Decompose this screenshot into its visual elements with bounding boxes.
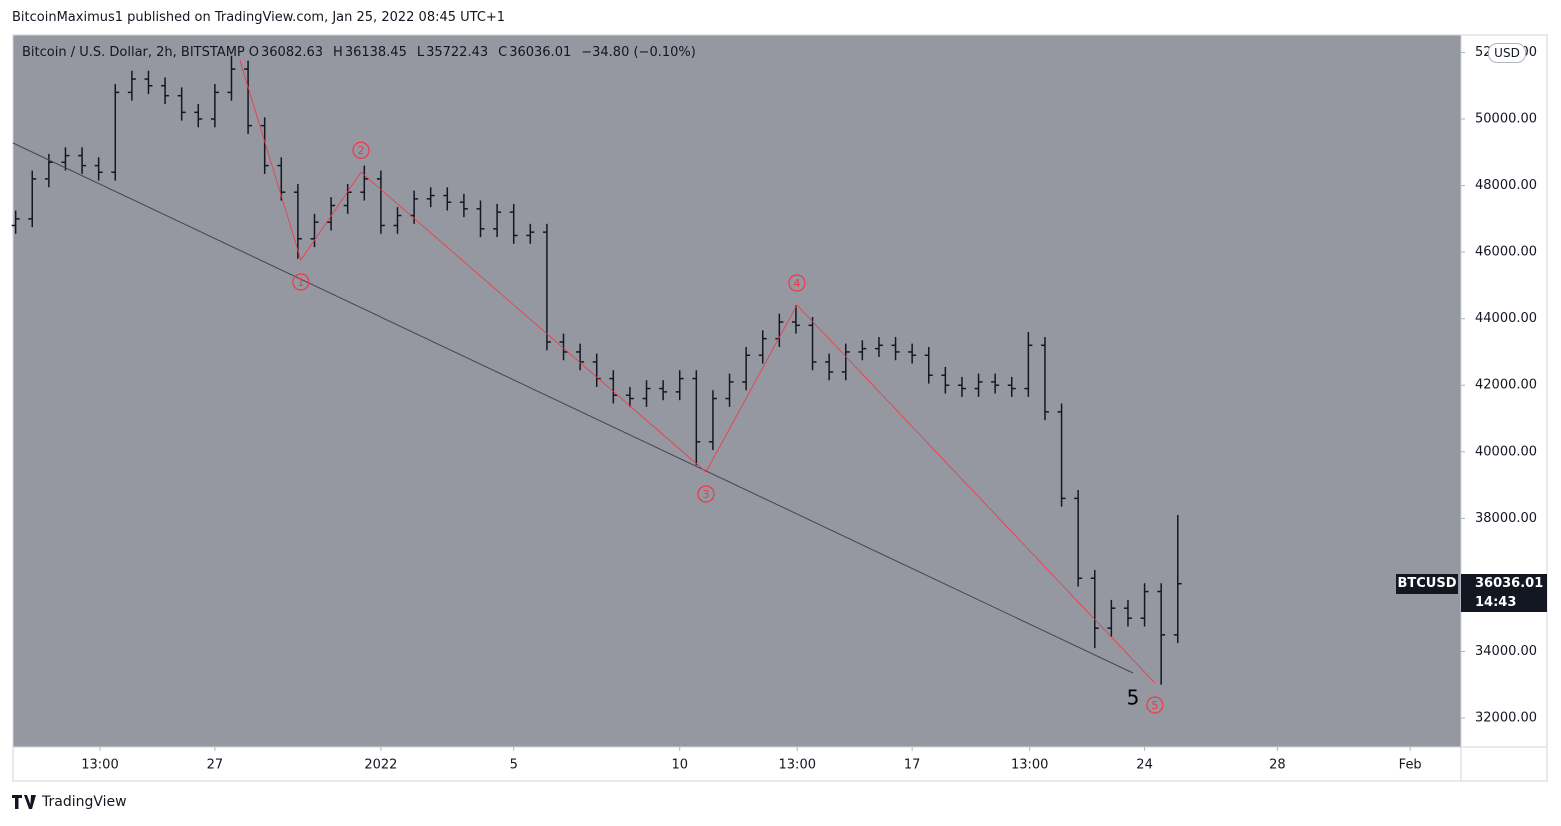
wave-marker — [788, 274, 806, 292]
last-price-tag: 36036.01 14:43 — [1461, 574, 1547, 612]
frame — [12, 34, 1548, 782]
wave-label: 5 — [1151, 699, 1158, 712]
y-tick-label: 38000.00 — [1475, 511, 1537, 526]
wave-path — [239, 59, 1156, 684]
x-tick-label: 13:00 — [81, 758, 118, 773]
currency-button[interactable]: USD — [1488, 43, 1526, 63]
x-tick-label: 2022 — [364, 758, 397, 773]
x-tick-label: 5 — [510, 758, 518, 773]
logo — [12, 795, 36, 809]
ohlc-value: 36036.01 — [509, 45, 572, 60]
bar-countdown: 14:43 — [1475, 595, 1517, 610]
trend-line — [12, 142, 1134, 674]
y-tick-label: 50000.00 — [1475, 111, 1537, 126]
wave-marker — [697, 485, 715, 503]
x-tick-label: 24 — [1136, 758, 1153, 773]
wave-marker — [1146, 696, 1164, 714]
x-tick-label: 13:00 — [779, 758, 816, 773]
x-tick-label: 27 — [207, 758, 224, 773]
wave-label: 4 — [793, 277, 800, 290]
annotation: 5 — [1127, 686, 1140, 710]
ohlc-value: 35722.43 — [426, 45, 489, 60]
ohlc-label: L — [416, 45, 425, 60]
ohlc-label: C — [498, 45, 508, 60]
brand: TradingView — [42, 794, 127, 810]
ohlc-label: H — [333, 45, 343, 60]
y-tick-label: 44000.00 — [1475, 311, 1537, 326]
x-tick-label: Feb — [1399, 758, 1422, 773]
ohlc-value: 36138.45 — [344, 45, 407, 60]
y-tick-label: 34000.00 — [1475, 644, 1537, 659]
footer: TradingView — [12, 794, 127, 810]
wave-marker — [292, 273, 310, 291]
symbol-legend: Bitcoin / U.S. Dollar, 2h, BITSTAMP O 36… — [22, 45, 700, 60]
x-tick-label: 10 — [671, 758, 688, 773]
wave-label: 2 — [357, 144, 364, 157]
wave-label: 3 — [702, 488, 709, 501]
y-tick-label: 32000.00 — [1475, 711, 1537, 726]
symbol-tag: BTCUSD — [1396, 574, 1458, 594]
publish-info: BitcoinMaximus1 published on TradingView… — [12, 10, 506, 25]
x-tick-label: 13:00 — [1011, 758, 1048, 773]
last-price: 36036.01 — [1475, 576, 1544, 591]
y-tick-label: 42000.00 — [1475, 378, 1537, 393]
wave-marker — [352, 141, 370, 159]
ohlc-label: O — [248, 45, 259, 60]
y-tick-label: 40000.00 — [1475, 444, 1537, 459]
x-tick-label: 28 — [1269, 758, 1286, 773]
symbol-name: Bitcoin / U.S. Dollar, 2h, BITSTAMP — [22, 45, 245, 60]
change-value: −34.80 (−0.10%) — [581, 45, 696, 60]
ohlc-value: 36082.63 — [261, 45, 324, 60]
x-tick-label: 17 — [904, 758, 921, 773]
y-tick-label: 46000.00 — [1475, 245, 1537, 260]
y-tick-label: 48000.00 — [1475, 178, 1537, 193]
wave-label: 1 — [297, 276, 304, 289]
plot-background — [13, 35, 1461, 747]
